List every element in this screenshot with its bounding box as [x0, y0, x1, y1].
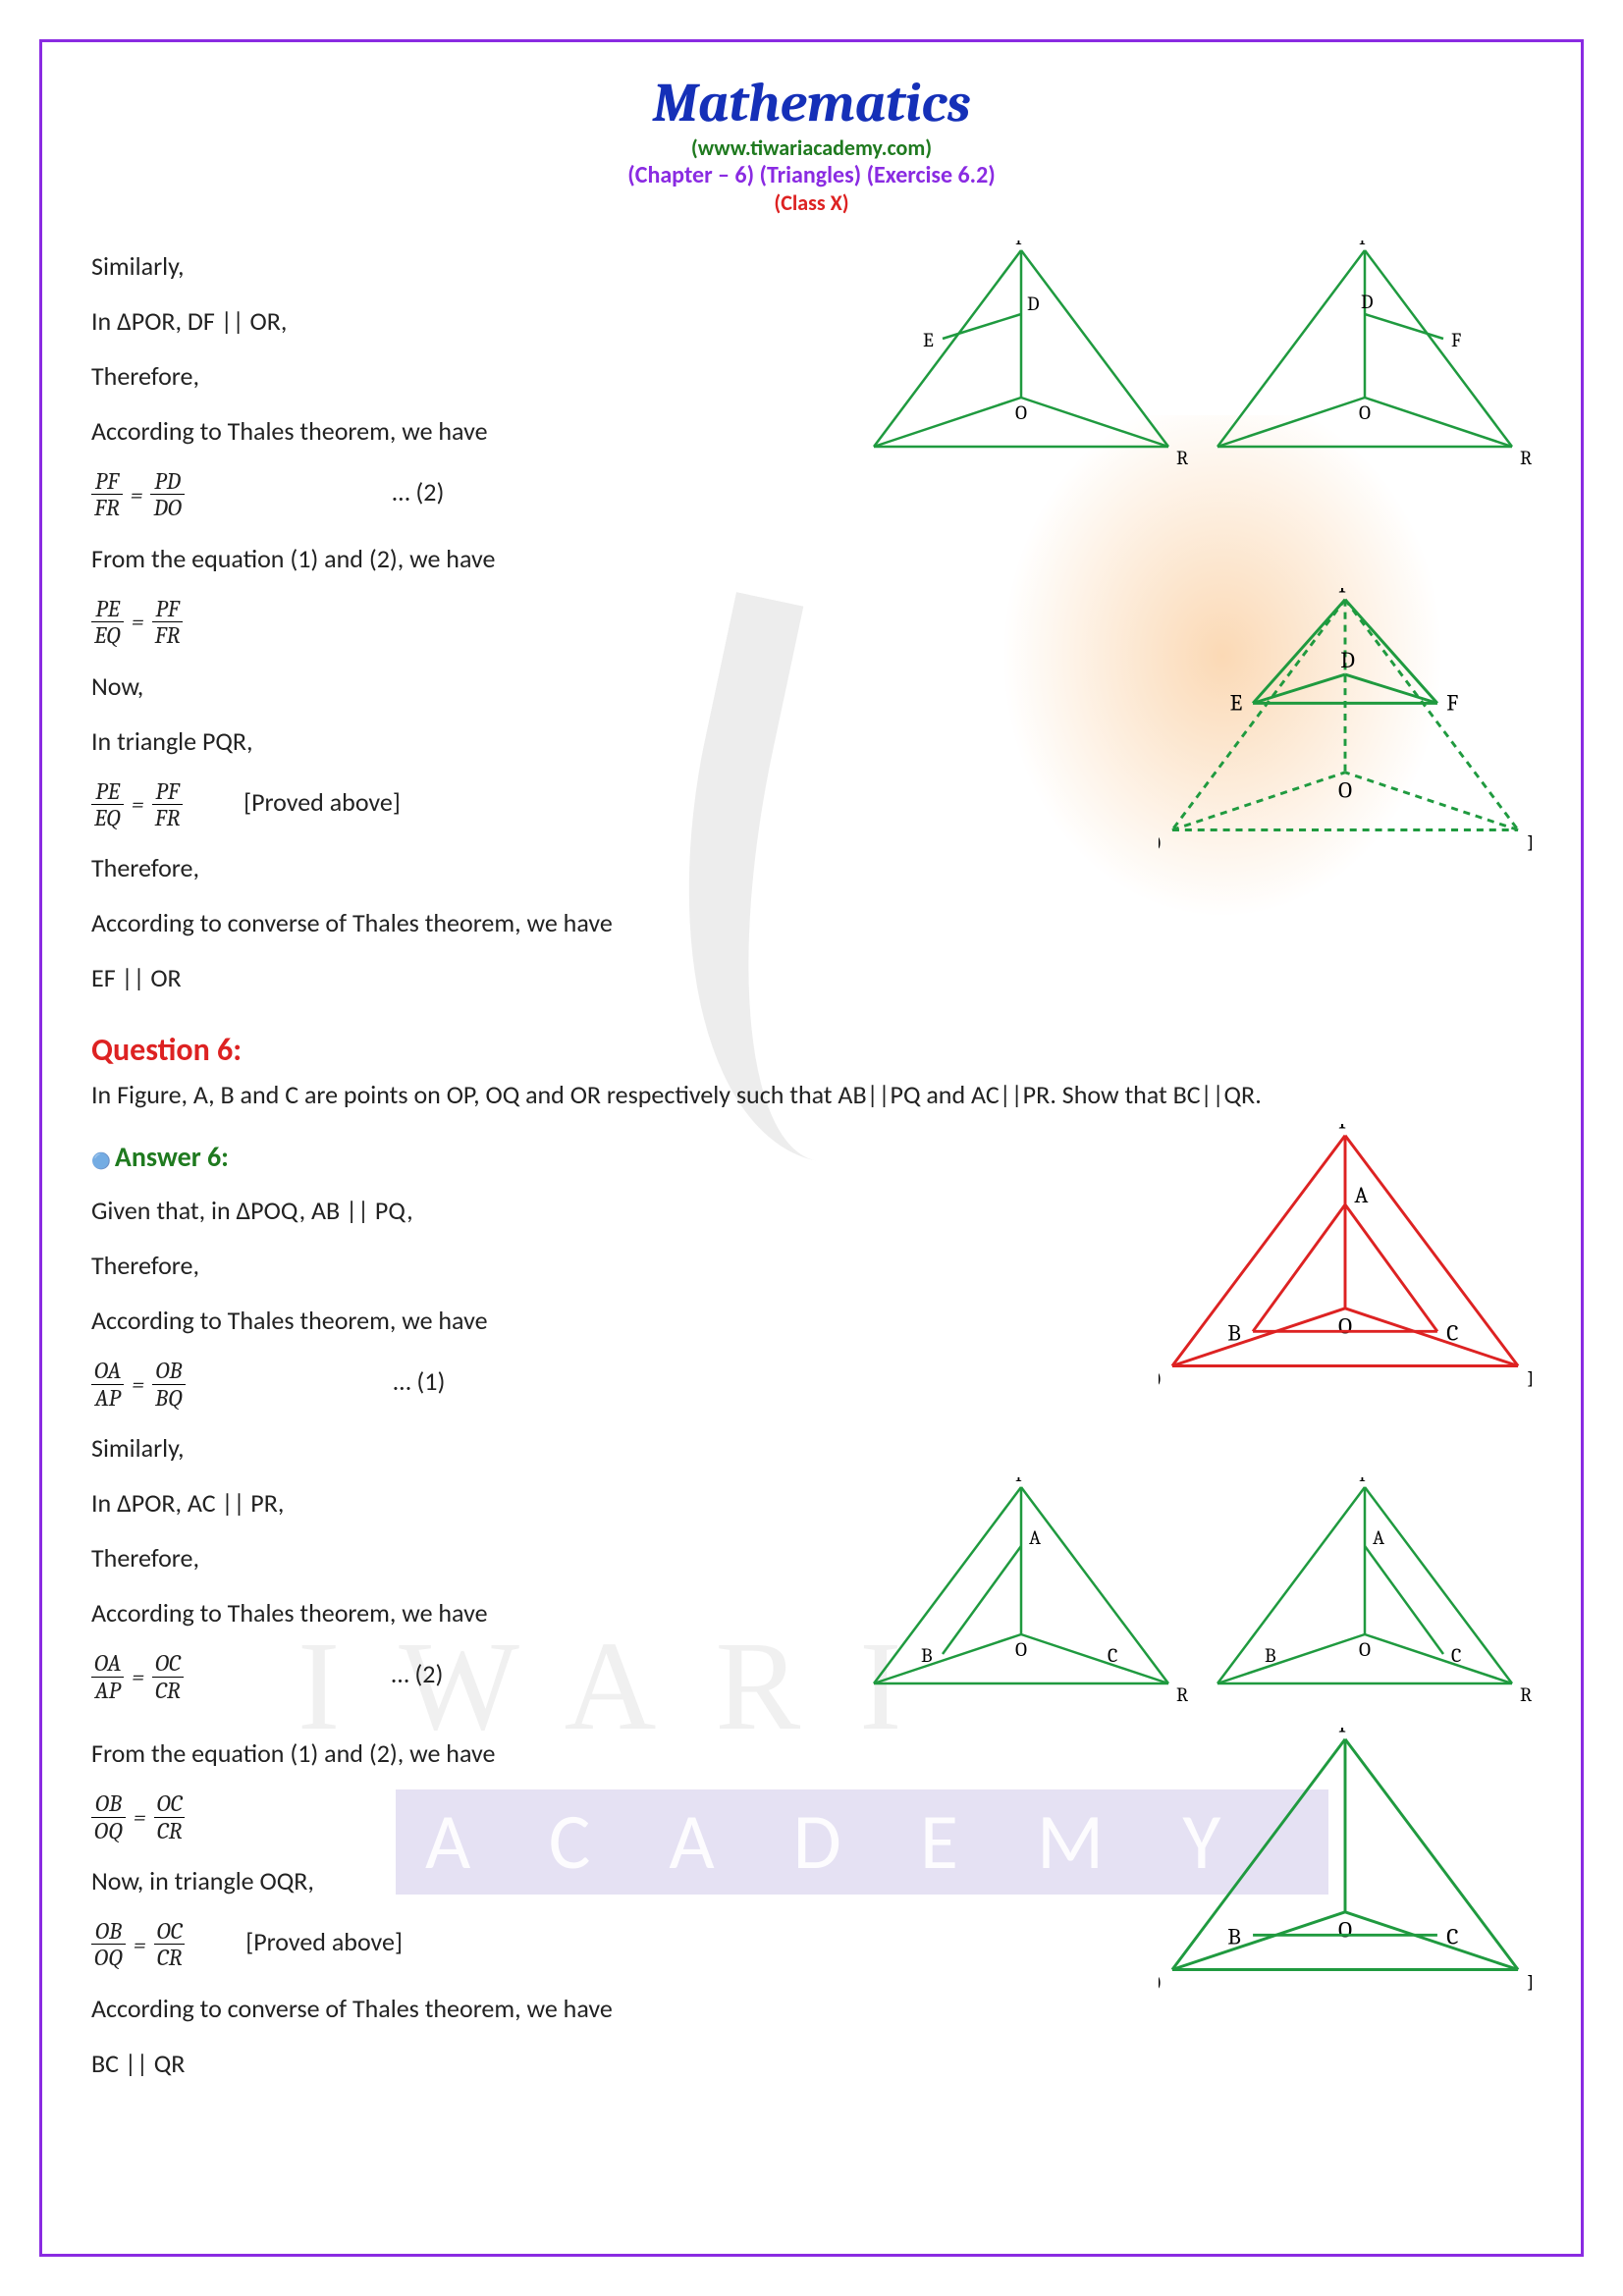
svg-text:O: O — [1338, 1917, 1352, 1944]
equation: PFFR = PDDO — [91, 468, 185, 521]
svg-text:Q: Q — [1159, 1970, 1161, 1993]
svg-text:A: A — [1373, 1526, 1384, 1549]
answer-heading: Answer 6: — [91, 1130, 1139, 1185]
question-heading: Question 6: — [91, 1031, 1532, 1069]
equation: OBOQ = OCCR — [91, 1790, 185, 1843]
page-header: Mathematics (www.tiwariacademy.com) (Cha… — [91, 72, 1532, 216]
line: According to converse of Thales theorem,… — [91, 897, 1532, 948]
figure-triangle-df: PQRODF — [1208, 240, 1532, 466]
line: According to Thales theorem, we have — [91, 405, 844, 456]
svg-text:Q: Q — [1159, 829, 1161, 852]
svg-text:R: R — [1527, 829, 1532, 852]
svg-text:C: C — [1446, 1924, 1458, 1950]
equation-note: [Proved above] — [243, 786, 401, 818]
equation: OAAP = OBBQ — [91, 1358, 186, 1411]
svg-text:D: D — [1027, 293, 1040, 315]
svg-text:R: R — [1176, 447, 1188, 466]
page-title: Mathematics — [91, 72, 1532, 134]
equation: PEEQ = PFFR — [91, 596, 183, 649]
svg-text:O: O — [1338, 776, 1352, 803]
equation: PEEQ = PFFR — [91, 778, 183, 831]
svg-text:D: D — [1361, 291, 1374, 313]
svg-text:R: R — [1520, 1683, 1532, 1706]
line: According to converse of Thales theorem,… — [91, 1983, 1139, 2034]
svg-text:P: P — [1338, 1728, 1351, 1738]
svg-text:A: A — [1029, 1526, 1041, 1549]
line: Therefore, — [91, 1240, 1139, 1291]
svg-text:P: P — [1015, 240, 1026, 249]
svg-text:R: R — [1527, 1970, 1532, 1993]
svg-text:O: O — [1338, 1313, 1352, 1340]
svg-text:C: C — [1446, 1320, 1458, 1347]
figure-triangle-ef-dashed: P Q R O E D F — [1159, 588, 1532, 853]
line: Therefore, — [91, 350, 844, 401]
line: According to Thales theorem, we have — [91, 1587, 844, 1638]
figure-triangle-ed: PQROED — [864, 240, 1188, 466]
svg-text:O: O — [1359, 401, 1371, 424]
chapter-label: (Chapter – 6) (Triangles) (Exercise 6.2) — [91, 161, 1532, 189]
website-link: (www.tiwariacademy.com) — [91, 134, 1532, 161]
svg-text:R: R — [1527, 1366, 1532, 1389]
solution-text: From the equation (1) and (2), we have O… — [91, 1728, 1139, 2093]
svg-text:A: A — [1354, 1182, 1368, 1208]
svg-text:P: P — [1338, 1124, 1351, 1135]
figure-triangle-q6-red: P Q R O A B C — [1159, 1124, 1532, 1389]
solution-text: PEEQ = PFFR Now, In triangle PQR, PEEQ =… — [91, 588, 1139, 898]
line: In ΔPOR, DF || OR, — [91, 295, 844, 347]
line: EF || OR — [91, 952, 1532, 1003]
line: Similarly, — [91, 240, 844, 292]
svg-text:C: C — [1108, 1644, 1117, 1667]
svg-text:P: P — [1359, 240, 1370, 249]
line: In ΔPOR, AC || PR, — [91, 1477, 844, 1528]
svg-text:P: P — [1338, 588, 1351, 599]
svg-text:O: O — [1015, 401, 1027, 424]
equation-tag: … (2) — [392, 1658, 444, 1689]
line: Now, in triangle OQR, — [91, 1855, 1139, 1906]
svg-text:B: B — [1227, 1320, 1241, 1347]
svg-text:R: R — [1520, 447, 1532, 466]
svg-text:P: P — [1359, 1477, 1370, 1486]
svg-text:F: F — [1446, 689, 1458, 716]
figure-triangle-q6-oqr: P Q R O B C — [1159, 1728, 1532, 1993]
solution-text: Similarly, In ΔPOR, DF || OR, Therefore,… — [91, 240, 844, 588]
line: From the equation (1) and (2), we have — [91, 533, 844, 584]
line: Given that, in ΔPOQ, AB || PQ, — [91, 1185, 1139, 1236]
question-text: In Figure, A, B and C are points on OP, … — [91, 1069, 1532, 1120]
svg-text:D: D — [1340, 647, 1355, 673]
equation-tag: … (2) — [393, 476, 445, 507]
svg-text:B: B — [921, 1644, 933, 1667]
equation: OAAP = OCCR — [91, 1650, 184, 1703]
svg-text:E: E — [923, 329, 934, 351]
line: In triangle PQR, — [91, 716, 1139, 767]
line: Therefore, — [91, 842, 1139, 893]
equation-note: [Proved above] — [245, 1926, 403, 1957]
svg-text:F: F — [1451, 329, 1461, 351]
figure-triangle-q6-por: PQROABC — [1208, 1477, 1532, 1723]
svg-text:R: R — [1176, 1683, 1188, 1706]
solution-text: According to converse of Thales theorem,… — [91, 897, 1532, 1003]
line: Similarly, — [91, 1422, 1139, 1473]
line: From the equation (1) and (2), we have — [91, 1728, 1139, 1779]
line: BC || QR — [91, 2038, 1139, 2089]
line: Now, — [91, 661, 1139, 712]
solution-text: In ΔPOR, AC || PR, Therefore, According … — [91, 1477, 844, 1715]
svg-text:O: O — [1359, 1638, 1371, 1661]
svg-text:B: B — [1227, 1924, 1241, 1950]
class-label: (Class X) — [91, 189, 1532, 216]
svg-text:P: P — [1015, 1477, 1026, 1486]
equation-tag: … (1) — [394, 1365, 446, 1397]
line: Therefore, — [91, 1532, 844, 1583]
line: According to Thales theorem, we have — [91, 1295, 1139, 1346]
svg-text:O: O — [1015, 1638, 1027, 1661]
svg-text:E: E — [1230, 689, 1243, 716]
svg-text:Q: Q — [1159, 1366, 1161, 1389]
svg-text:B: B — [1265, 1644, 1276, 1667]
svg-text:C: C — [1451, 1644, 1461, 1667]
figure-triangle-q6-poq: PQROABC — [864, 1477, 1188, 1723]
equation: OBOQ = OCCR — [91, 1918, 185, 1971]
